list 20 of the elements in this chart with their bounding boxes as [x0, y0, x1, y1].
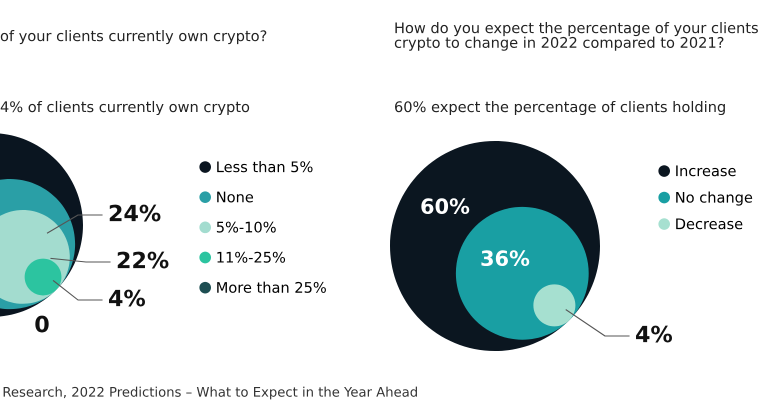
- category-label: More than 25%: [217, 282, 326, 293]
- data-label: 4%: [109, 290, 146, 306]
- category-label: 5%-10%: [216, 222, 276, 233]
- category-label: No change: [676, 192, 752, 206]
- data-label: 24%: [110, 204, 160, 222]
- category-label: None: [217, 192, 254, 202]
- category-label: Increase: [676, 165, 736, 176]
- text: Research, 2022 Predictions – What to Expect in the Year Ahead: [4, 386, 417, 400]
- data-label: 4%: [636, 326, 672, 342]
- data-label: 60%: [421, 198, 470, 214]
- data-label: 22%: [118, 252, 168, 268]
- category-label: Decrease: [676, 218, 742, 230]
- text: of your clients currently own crypto?: [0, 30, 266, 44]
- text: How do you expect the percentage of your clients crypto to change in 2022 compared to 2021?: [394, 22, 758, 51]
- data-label: 0: [35, 316, 49, 332]
- category-label: 11%-25%: [217, 252, 286, 263]
- text: 60% expect the percentage of clients holding: [395, 100, 725, 116]
- data-label: 36%: [481, 250, 530, 266]
- category-label: Less than 5%: [217, 161, 313, 172]
- text: 4% of clients currently own crypto: [0, 100, 250, 116]
